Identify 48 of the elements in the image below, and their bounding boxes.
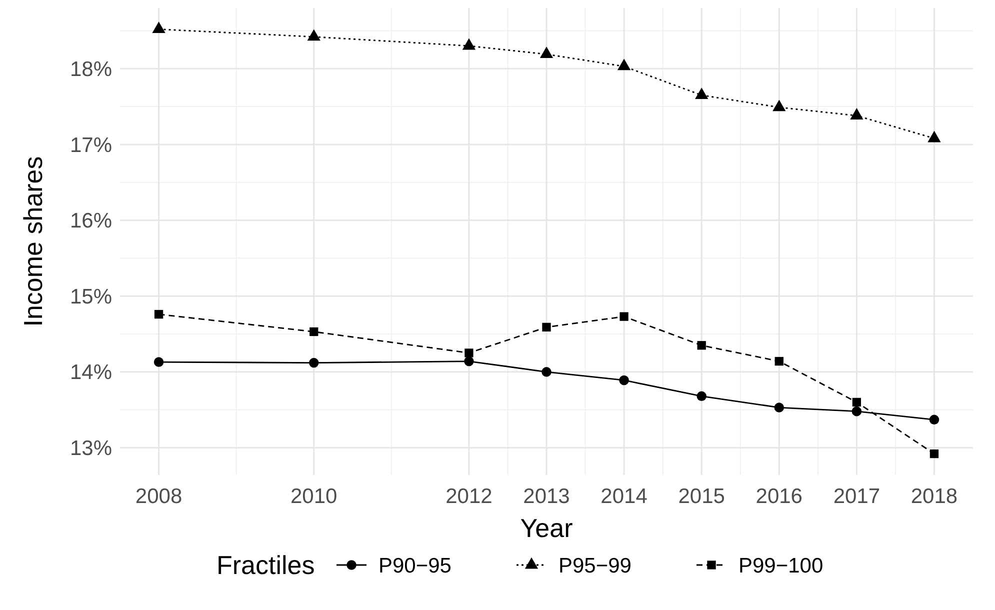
point xyxy=(695,88,708,99)
point xyxy=(542,367,552,377)
point xyxy=(617,58,631,70)
x-tick-label: 2018 xyxy=(910,485,958,508)
point xyxy=(462,38,476,50)
point xyxy=(310,327,318,336)
legend-label: P90−95 xyxy=(378,554,452,578)
point xyxy=(464,348,474,358)
point xyxy=(772,100,786,112)
legend-label: P95−99 xyxy=(558,554,632,578)
x-tick-label: 2010 xyxy=(290,485,338,508)
point xyxy=(697,341,706,350)
x-tick-label: 2015 xyxy=(678,485,725,508)
point xyxy=(542,322,551,332)
point xyxy=(850,108,864,120)
point xyxy=(154,357,164,367)
point xyxy=(852,398,862,407)
legend-label: P99−100 xyxy=(738,554,824,578)
y-tick-label: 17% xyxy=(70,134,112,157)
x-tick-label: 2008 xyxy=(135,485,182,508)
point xyxy=(930,449,939,458)
y-tick-label: 14% xyxy=(70,361,112,384)
x-tick-label: 2016 xyxy=(756,485,802,508)
y-axis-title: Income shares xyxy=(18,156,48,327)
x-tick-label: 2013 xyxy=(523,485,570,508)
point xyxy=(540,46,554,58)
point xyxy=(154,310,164,319)
x-tick-label: 2017 xyxy=(833,485,880,508)
point xyxy=(929,414,940,425)
y-tick-label: 16% xyxy=(70,210,112,233)
x-tick-label: 2014 xyxy=(600,485,648,508)
legend-title: Fractiles xyxy=(216,550,315,580)
x-axis-title: Year xyxy=(520,513,574,543)
point xyxy=(152,22,166,34)
x-tick-label: 2012 xyxy=(446,485,492,508)
point xyxy=(928,130,941,142)
point xyxy=(620,312,628,321)
point xyxy=(852,406,862,416)
y-tick-label: 18% xyxy=(70,58,112,81)
point xyxy=(696,391,706,402)
point xyxy=(774,402,784,412)
point xyxy=(308,358,319,368)
y-tick-label: 15% xyxy=(70,285,112,308)
point xyxy=(619,375,629,386)
y-tick-label: 13% xyxy=(70,437,112,460)
point xyxy=(774,356,784,366)
point xyxy=(307,29,320,41)
point xyxy=(464,356,474,366)
